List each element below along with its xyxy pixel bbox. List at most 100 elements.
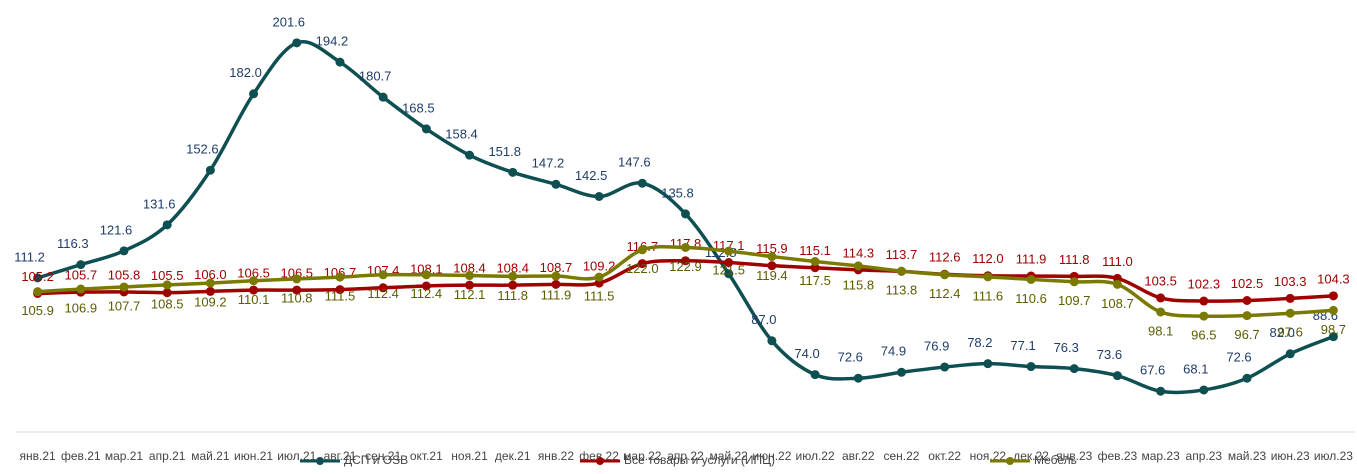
marker — [853, 261, 863, 271]
data-label: 109.2 — [583, 259, 616, 274]
marker — [335, 285, 345, 295]
marker — [421, 281, 431, 291]
marker — [76, 260, 86, 270]
data-label: 109.2 — [194, 295, 227, 310]
x-tick-label: янв.23 — [1056, 449, 1093, 463]
marker — [940, 362, 950, 372]
x-tick-label: мар.21 — [105, 449, 144, 463]
marker — [162, 220, 172, 230]
data-label: 105.9 — [21, 303, 54, 318]
data-label: 108.4 — [453, 261, 486, 276]
marker — [335, 57, 345, 67]
data-label: 147.2 — [532, 156, 565, 171]
data-label: 111.9 — [1016, 251, 1047, 266]
x-tick-label: апр.22 — [667, 449, 704, 463]
marker — [162, 288, 172, 298]
legend-label: Все товары и услуги (ИПЦ) — [624, 453, 775, 467]
data-label: 113.8 — [886, 283, 918, 298]
data-label: 76.3 — [1054, 340, 1079, 355]
marker — [119, 246, 129, 256]
marker — [637, 178, 647, 188]
data-label: 115.8 — [842, 277, 874, 292]
marker — [1156, 307, 1166, 317]
marker — [1112, 279, 1122, 289]
data-label: 121.6 — [100, 222, 133, 237]
marker — [292, 274, 302, 284]
data-label: 110.1 — [238, 292, 270, 307]
data-label: 115.1 — [799, 243, 831, 258]
data-label: 108.4 — [496, 261, 529, 276]
x-tick-label: янв.21 — [20, 449, 57, 463]
marker — [1026, 274, 1036, 284]
legend-label: ДСП и OSB — [344, 453, 408, 467]
data-label: 67.6 — [1140, 363, 1165, 378]
data-label: 113.7 — [886, 247, 918, 262]
data-label: 106.9 — [65, 300, 98, 315]
x-tick-label: май.21 — [191, 449, 230, 463]
marker — [1026, 362, 1036, 372]
marker — [1156, 293, 1166, 303]
data-label: 119.4 — [756, 268, 788, 283]
data-label: 109.7 — [1058, 293, 1091, 308]
data-label: 108.5 — [151, 296, 184, 311]
data-label: 121.5 — [712, 263, 745, 278]
data-label: 115.9 — [756, 241, 788, 256]
x-tick-label: апр.23 — [1186, 449, 1223, 463]
marker — [681, 256, 690, 266]
marker — [335, 272, 345, 282]
marker — [33, 287, 43, 297]
legend-label: Мебель — [1034, 453, 1077, 467]
data-label: 194.2 — [316, 34, 349, 49]
data-label: 98.1 — [1148, 323, 1173, 338]
marker — [1328, 305, 1338, 315]
data-label: 112.6 — [929, 250, 961, 265]
data-label: 72.6 — [1226, 350, 1251, 365]
marker — [508, 271, 518, 281]
x-tick-label: окт.22 — [928, 449, 961, 463]
marker — [76, 284, 86, 294]
data-label: 111.0 — [1102, 254, 1133, 269]
marker — [810, 370, 820, 380]
marker — [1328, 332, 1338, 342]
data-label: 106.5 — [280, 266, 313, 281]
data-label: 180.7 — [359, 69, 392, 84]
marker — [1069, 364, 1079, 374]
marker — [421, 124, 431, 134]
data-label: 112.4 — [929, 286, 961, 301]
marker — [378, 270, 388, 280]
marker — [205, 286, 215, 296]
x-tick-label: июн.21 — [234, 449, 273, 463]
data-label: 108.1 — [410, 261, 443, 276]
marker — [1112, 371, 1122, 381]
marker — [249, 276, 259, 286]
data-label: 112.4 — [411, 286, 443, 301]
data-label: 104.3 — [1317, 271, 1350, 286]
x-tick-label: фев.23 — [1098, 449, 1138, 463]
data-label: 122.9 — [669, 259, 702, 274]
data-label: 111.2 — [14, 249, 45, 264]
marker — [465, 280, 475, 290]
marker — [767, 336, 777, 346]
marker — [594, 192, 604, 201]
marker — [378, 283, 388, 293]
marker — [378, 92, 388, 102]
data-label: 114.3 — [842, 245, 874, 260]
marker — [681, 242, 690, 252]
data-label: 111.9 — [541, 287, 572, 302]
marker — [292, 285, 302, 295]
marker — [249, 89, 259, 99]
data-label: 168.5 — [402, 100, 435, 115]
data-label: 182.0 — [229, 65, 262, 80]
marker — [205, 278, 215, 288]
marker — [594, 272, 604, 282]
x-tick-label: дек.21 — [495, 449, 531, 463]
data-label: 97.6 — [1278, 325, 1303, 340]
marker — [681, 209, 690, 219]
marker — [465, 271, 475, 281]
data-label: 147.6 — [618, 155, 651, 170]
marker — [1199, 311, 1209, 321]
x-tick-label: мар.22 — [623, 449, 662, 463]
data-label: 112.0 — [972, 251, 1004, 266]
data-label: 76.9 — [924, 338, 949, 353]
